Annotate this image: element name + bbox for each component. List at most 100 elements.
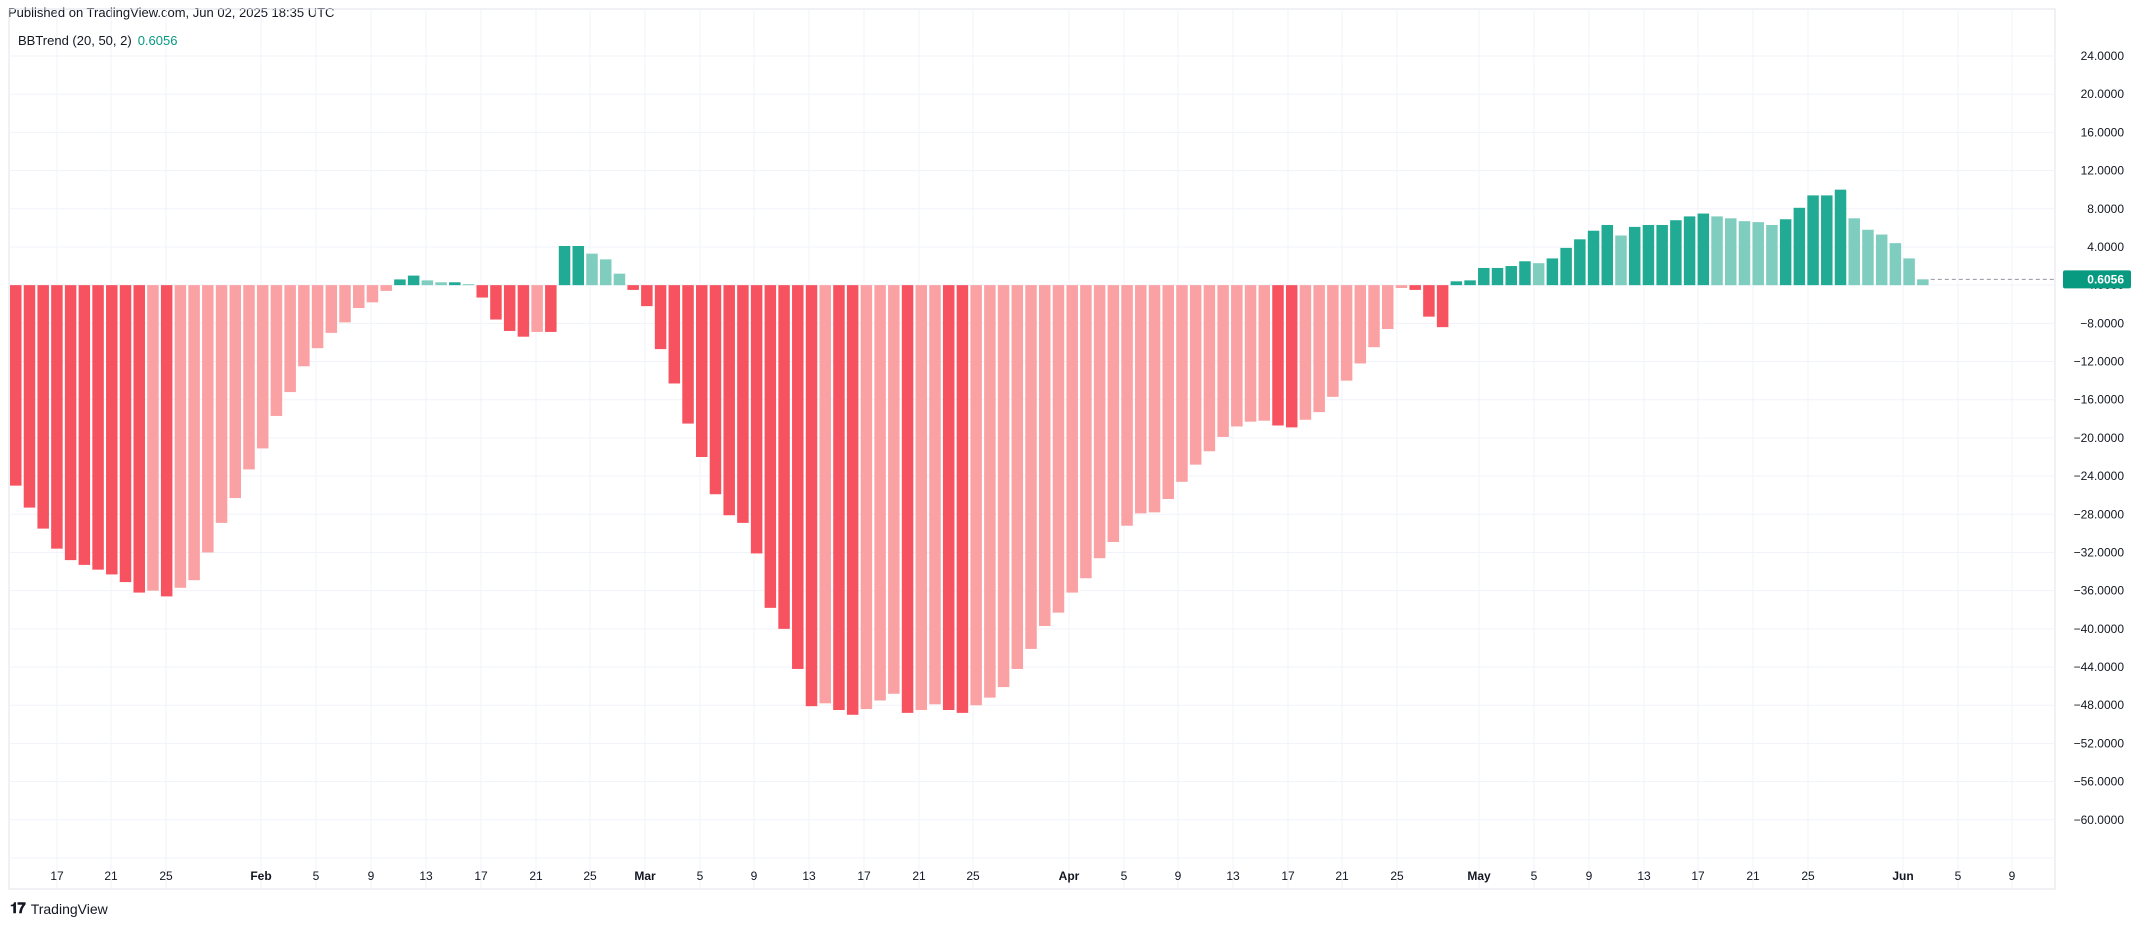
histogram-bar xyxy=(1560,247,1572,286)
histogram-bar xyxy=(1217,285,1229,437)
histogram-bar xyxy=(421,280,434,286)
histogram-bar xyxy=(1189,285,1202,465)
histogram-bar xyxy=(545,285,557,332)
histogram-bar xyxy=(51,285,63,549)
histogram-bar xyxy=(970,285,982,706)
y-axis[interactable]: 24.0000 20.0000 16.0000 12.0000 8.0000 4.0000… xyxy=(2063,49,2131,827)
histogram-bar xyxy=(1766,224,1778,286)
histogram-bar xyxy=(778,285,790,629)
histogram-bar xyxy=(1875,234,1888,286)
histogram-bar xyxy=(133,285,145,593)
histogram-bar xyxy=(160,285,173,597)
x-tick-label: 21 xyxy=(529,869,543,883)
histogram-bar xyxy=(1711,216,1723,286)
histogram-bar xyxy=(558,245,571,286)
y-tick-label: −28.0000 xyxy=(2074,507,2125,521)
histogram-bar xyxy=(1121,285,1133,526)
histogram-bar xyxy=(284,285,296,393)
histogram-bar xyxy=(915,285,928,711)
indicator-legend[interactable]: BBTrend (20, 50, 2) 0.6056 xyxy=(18,33,177,48)
histogram-bar xyxy=(901,285,914,713)
x-tick-label: 5 xyxy=(313,869,320,883)
x-tick-label: 13 xyxy=(1637,869,1651,883)
histogram-bar xyxy=(723,285,735,516)
x-tick-label: 17 xyxy=(50,869,64,883)
histogram-bar xyxy=(1231,285,1243,427)
x-tick-label: 17 xyxy=(1691,869,1705,883)
histogram-bar xyxy=(1285,285,1298,428)
indicator-name: BBTrend (20, 50, 2) xyxy=(18,33,132,48)
histogram-bar xyxy=(243,285,255,470)
histogram-bar xyxy=(1656,224,1668,286)
histogram-bar xyxy=(874,285,886,701)
histogram-bar xyxy=(1025,285,1037,649)
x-tick-label: 9 xyxy=(1586,869,1593,883)
histogram-bar xyxy=(353,285,365,309)
x-axis[interactable]: 17 21 25 Feb 5 9 13 17 21 25 Mar 5 9 13 17 21 25 Apr 5 9 13 1… xyxy=(50,869,2015,883)
y-tick-label: −24.0000 xyxy=(2074,469,2125,483)
histogram-bar xyxy=(1601,224,1614,286)
x-tick-label: 13 xyxy=(419,869,433,883)
histogram-bar xyxy=(709,285,722,495)
histogram-bar xyxy=(572,245,585,286)
histogram-bar xyxy=(1587,230,1600,286)
histogram-bar xyxy=(1450,281,1463,286)
histogram-bar xyxy=(1039,285,1051,626)
x-tick-label: 17 xyxy=(474,869,488,883)
x-tick-label: 21 xyxy=(1335,869,1349,883)
y-tick-label: 24.0000 xyxy=(2081,49,2125,63)
histogram-bar xyxy=(503,285,516,331)
x-tick-label: 5 xyxy=(1121,869,1128,883)
histogram-bar xyxy=(1505,266,1517,286)
y-tick-label: −20.0000 xyxy=(2074,431,2125,445)
histogram-bar xyxy=(1093,285,1106,559)
histogram-bar xyxy=(1889,243,1902,286)
histogram-bar xyxy=(1821,195,1833,286)
histogram-bar xyxy=(366,285,379,303)
histogram-bar xyxy=(1697,213,1710,286)
histogram-bar xyxy=(860,285,873,710)
histogram-bar xyxy=(10,285,22,486)
histogram-bar xyxy=(1793,207,1806,286)
histogram-bar xyxy=(1903,258,1915,286)
x-tick-label: Feb xyxy=(250,869,271,883)
histogram-bar xyxy=(1176,285,1188,482)
y-tick-label: 8.0000 xyxy=(2087,202,2124,216)
y-tick-label: −36.0000 xyxy=(2074,584,2125,598)
histogram-bar xyxy=(1340,285,1353,381)
histogram-bar xyxy=(1272,285,1284,426)
histogram-bar xyxy=(1244,285,1257,422)
histogram-bar xyxy=(449,282,461,286)
histogram-bar xyxy=(1203,285,1216,452)
histogram-bar xyxy=(1135,285,1147,514)
histogram-bar xyxy=(1052,285,1065,613)
x-tick-label: 9 xyxy=(2009,869,2016,883)
histogram-bar xyxy=(174,285,187,588)
y-tick-label: −12.0000 xyxy=(2074,355,2125,369)
last-value-badge xyxy=(2063,270,2131,289)
histogram-bar xyxy=(339,285,351,323)
histogram-bar xyxy=(1327,285,1339,397)
histogram-bar xyxy=(1066,285,1078,593)
histogram-bar xyxy=(764,285,777,608)
x-tick-label: 17 xyxy=(857,869,871,883)
histogram-bars xyxy=(10,189,1929,715)
histogram-bar xyxy=(1258,285,1271,421)
histogram-bar xyxy=(819,285,831,704)
histogram-bar xyxy=(1752,222,1764,286)
histogram-bar xyxy=(1738,221,1751,286)
histogram-bar xyxy=(613,273,626,286)
histogram-bar xyxy=(833,285,845,711)
histogram-bar xyxy=(627,285,639,290)
histogram-bar xyxy=(1354,285,1367,364)
histogram-bar xyxy=(490,285,502,320)
histogram-bar xyxy=(517,285,530,337)
y-tick-label: −48.0000 xyxy=(2074,698,2125,712)
histogram-bar xyxy=(476,285,488,298)
brand-name: TradingView xyxy=(30,900,108,917)
footer-brand[interactable]: 𝟏𝟕 TradingView xyxy=(10,900,108,917)
histogram-bar xyxy=(1395,285,1408,289)
histogram-bar xyxy=(956,285,969,713)
histogram-bar xyxy=(1368,285,1380,348)
